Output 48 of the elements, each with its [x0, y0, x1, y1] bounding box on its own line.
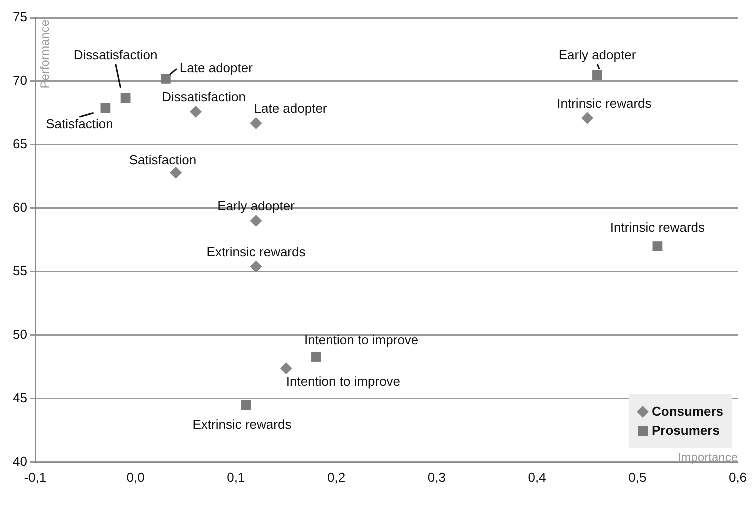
point	[581, 112, 594, 124]
legend-label: Prosumers	[652, 423, 720, 438]
point	[100, 103, 111, 114]
point	[312, 352, 322, 362]
data-label: Satisfaction	[46, 116, 114, 132]
x-tick-label: 0,5	[628, 470, 647, 485]
legend-label: Consumers	[652, 404, 724, 420]
point	[160, 74, 171, 84]
data-label: Intention to improve	[286, 374, 401, 390]
x-tick-label: 0,0	[126, 470, 145, 485]
y-tick-label: 70	[12, 73, 28, 88]
data-label: Intention to improve	[304, 332, 419, 348]
y-tick-label: 60	[12, 200, 28, 216]
y-tick-label: 65	[12, 136, 28, 152]
y-tick-label: 75	[12, 10, 28, 25]
x-tick-label: 0,1	[227, 470, 246, 485]
y-tick-label: 50	[12, 327, 28, 342]
x-tick-label: 0,6	[728, 470, 748, 485]
data-label: Late adopter	[254, 100, 328, 116]
point	[250, 117, 262, 130]
x-axis-title: Importance	[678, 450, 738, 465]
data-label: Late adopter	[180, 60, 254, 76]
point	[592, 70, 602, 80]
point	[250, 215, 262, 228]
point	[190, 106, 202, 118]
y-tick-label: 45	[12, 390, 28, 406]
point	[280, 362, 292, 374]
data-label: Intrinsic rewards	[557, 96, 652, 111]
x-tick-label: 0,2	[328, 470, 346, 485]
data-label: Extrinsic rewards	[192, 416, 292, 432]
point	[241, 400, 252, 410]
data-label: Intrinsic rewards	[610, 220, 706, 236]
data-label: Early adopter	[218, 198, 296, 214]
x-tick-label: 0,4	[528, 470, 546, 485]
point	[170, 166, 182, 179]
data-label: Extrinsic rewards	[206, 244, 306, 260]
x-tick-label: 0,3	[428, 470, 446, 485]
data-label: Dissatisfaction	[162, 90, 246, 105]
data-label: Satisfaction	[129, 152, 197, 168]
point	[120, 93, 131, 103]
data-label: Early adopter	[558, 48, 637, 63]
y-tick-label: 55	[12, 264, 28, 279]
point	[250, 260, 262, 273]
point	[652, 242, 663, 252]
x-tick-label: -0,1	[24, 470, 47, 485]
y-tick-label: 40	[12, 454, 28, 469]
y-axis-title: Performance	[38, 20, 52, 89]
data-label: Dissatisfaction	[74, 48, 158, 63]
